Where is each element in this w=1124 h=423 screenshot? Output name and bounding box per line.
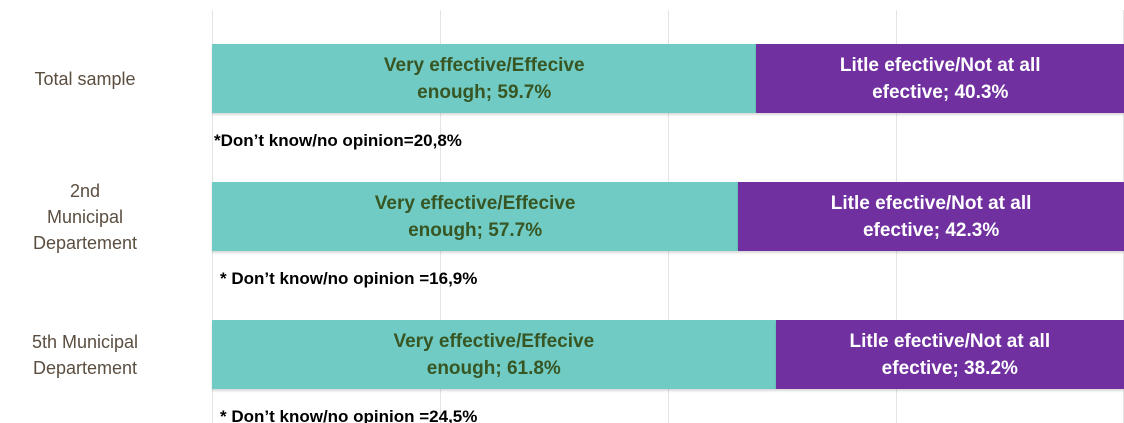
annotation: * Don’t know/no opinion =24,5% bbox=[220, 407, 478, 423]
bar: Litle efective/Not at all efective; 42.3… bbox=[738, 182, 1124, 251]
bar: Litle efective/Not at all efective; 38.2… bbox=[775, 320, 1124, 389]
data-label: Litle efective/Not at all efective; 38.2… bbox=[849, 330, 1051, 379]
data-label: Very effective/Effecive enough; 59.7% bbox=[383, 54, 585, 103]
bar: Very effective/Effecive enough; 61.8% bbox=[212, 320, 776, 389]
category-label: 2nd Municipal Departement bbox=[32, 180, 138, 253]
data-label: Litle efective/Not at all efective; 40.3… bbox=[839, 54, 1041, 103]
category-label: 5th Municipal Departement bbox=[31, 331, 139, 378]
bar: Very effective/Effecive enough; 57.7% bbox=[212, 182, 739, 251]
bar: Litle efective/Not at all efective; 40.3… bbox=[756, 44, 1124, 113]
annotation: * Don’t know/no opinion =16,9% bbox=[220, 269, 478, 288]
data-label: Litle efective/Not at all efective; 42.3… bbox=[830, 192, 1032, 241]
bar: Very effective/Effecive enough; 59.7% bbox=[212, 44, 757, 113]
annotation: *Don’t know/no opinion=20,8% bbox=[214, 131, 462, 150]
data-label: Very effective/Effecive enough; 61.8% bbox=[393, 330, 595, 379]
data-label: Very effective/Effecive enough; 57.7% bbox=[374, 192, 576, 241]
category-label: Total sample bbox=[34, 68, 136, 89]
